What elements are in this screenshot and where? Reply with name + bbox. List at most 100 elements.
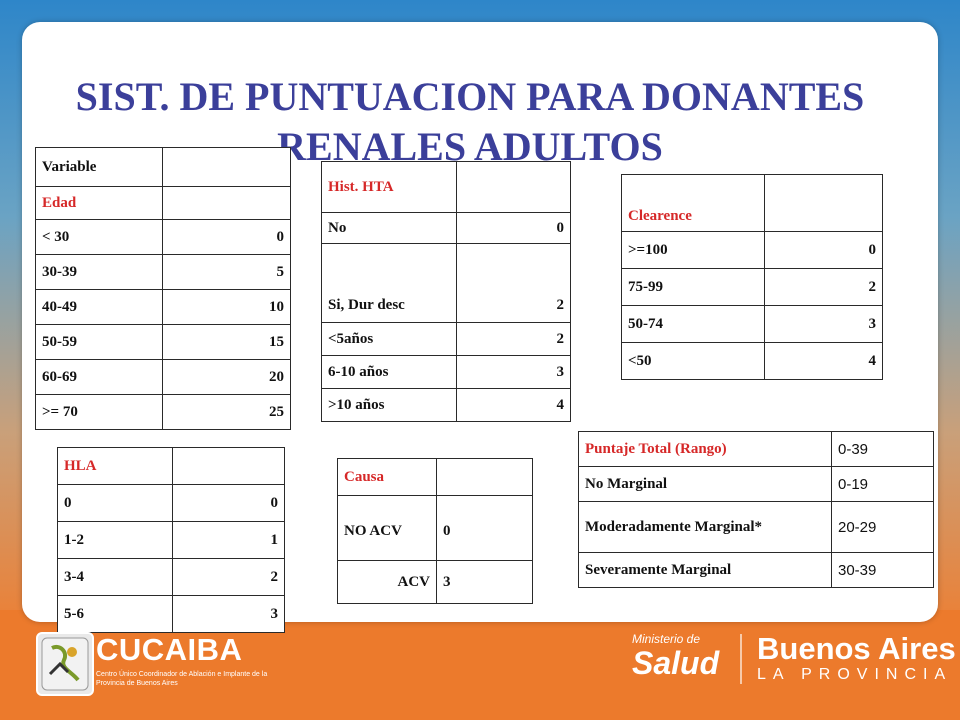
row-value: 2: [456, 322, 571, 356]
table-row: ACV 3: [337, 560, 533, 604]
row-label: < 30: [35, 219, 163, 255]
row-value: 1: [172, 521, 285, 559]
row-label: 3-4: [57, 558, 173, 596]
causa-table: Causa NO ACV 0 ACV 3: [337, 458, 533, 604]
row-label: 0: [57, 484, 173, 522]
ministerio-label: Ministerio de: [632, 632, 701, 646]
buenos-aires-name: Buenos Aires: [757, 631, 956, 666]
edad-header: Variable: [35, 147, 163, 187]
edad-subheader: Edad: [35, 186, 163, 220]
row-label: No Marginal: [578, 466, 832, 502]
row-value: 20: [162, 359, 291, 395]
causa-header-empty: [436, 458, 533, 496]
cucaiba-subtitle: Centro Único Coordinador de Ablación e I…: [96, 671, 268, 687]
row-value: 10: [162, 289, 291, 325]
table-row: >=100 0: [621, 231, 883, 269]
row-label: 30-39: [35, 254, 163, 290]
clearence-table: Clearence >=100 0 75-99 2 50-74 3 <50 4: [621, 174, 883, 380]
edad-header-empty: [162, 147, 291, 187]
cucaiba-emblem-icon: [36, 632, 94, 696]
row-value: 2: [172, 558, 285, 596]
row-label: <50: [621, 342, 765, 380]
causa-header: Causa: [337, 458, 437, 496]
table-row: 3-4 2: [57, 558, 285, 596]
hta-table: Hist. HTA No 0 Si, Dur desc 2 <5años 2 6…: [321, 161, 571, 422]
row-value: 30-39: [831, 552, 934, 588]
table-row: >= 70 25: [35, 394, 291, 430]
row-value: 5: [162, 254, 291, 290]
table-row: No 0: [321, 212, 571, 244]
table-row: NO ACV 0: [337, 495, 533, 561]
table-row: <50 4: [621, 342, 883, 380]
row-label: <5años: [321, 322, 457, 356]
table-row: 5-6 3: [57, 595, 285, 633]
hla-table: HLA 0 0 1-2 1 3-4 2 5-6 3: [57, 447, 285, 633]
la-provincia-label: LA PROVINCIA: [757, 666, 953, 683]
edad-subheader-empty: [162, 186, 291, 220]
row-value: 0: [162, 219, 291, 255]
row-label: 50-74: [621, 305, 765, 343]
row-value: 2: [456, 243, 571, 323]
row-label: 1-2: [57, 521, 173, 559]
row-label: 50-59: [35, 324, 163, 360]
row-label: Severamente Marginal: [578, 552, 832, 588]
row-value: 0: [456, 212, 571, 244]
logo-divider: [740, 634, 742, 684]
hla-header-empty: [172, 447, 285, 485]
clearence-header: Clearence: [621, 174, 765, 232]
ministerio-salud: Salud: [632, 645, 720, 681]
table-row: 60-69 20: [35, 359, 291, 395]
clearence-header-empty: [764, 174, 883, 232]
cucaiba-logo: CUCAIBA Centro Único Coordinador de Abla…: [36, 632, 267, 696]
table-row: 75-99 2: [621, 268, 883, 306]
row-value: 20-29: [831, 501, 934, 553]
table-row: 50-59 15: [35, 324, 291, 360]
row-value: 15: [162, 324, 291, 360]
title-line-1: SIST. DE PUNTUACION PARA DONANTES: [75, 74, 865, 119]
row-label: ACV: [337, 560, 437, 604]
row-label: 60-69: [35, 359, 163, 395]
cucaiba-name: CUCAIBA: [96, 632, 243, 667]
table-row: 50-74 3: [621, 305, 883, 343]
row-label: 40-49: [35, 289, 163, 325]
table-row: <5años 2: [321, 322, 571, 356]
table-row: Severamente Marginal 30-39: [578, 552, 934, 588]
row-value: 3: [172, 595, 285, 633]
row-value: 0: [436, 495, 533, 561]
row-value: 4: [764, 342, 883, 380]
table-row: Si, Dur desc 2: [321, 243, 571, 323]
row-value: 3: [456, 355, 571, 389]
table-row: 0 0: [57, 484, 285, 522]
row-value: 2: [764, 268, 883, 306]
puntaje-table: Puntaje Total (Rango) 0-39 No Marginal 0…: [578, 431, 934, 588]
row-label: 75-99: [621, 268, 765, 306]
row-label: No: [321, 212, 457, 244]
row-value: 25: [162, 394, 291, 430]
row-label: >10 años: [321, 388, 457, 422]
ministerio-logo: Ministerio de Salud: [632, 632, 719, 680]
table-row: Moderadamente Marginal* 20-29: [578, 501, 934, 553]
table-row: 30-39 5: [35, 254, 291, 290]
row-value: 0: [172, 484, 285, 522]
row-label: Moderadamente Marginal*: [578, 501, 832, 553]
buenos-aires-logo: Buenos Aires LA PROVINCIA: [757, 632, 956, 684]
table-row: 1-2 1: [57, 521, 285, 559]
table-row: >10 años 4: [321, 388, 571, 422]
table-row: 40-49 10: [35, 289, 291, 325]
row-value: 4: [456, 388, 571, 422]
row-label: >=100: [621, 231, 765, 269]
edad-table: Variable Edad < 30 0 30-39 5 40-49 10 50…: [35, 147, 291, 430]
table-row: < 30 0: [35, 219, 291, 255]
row-label: >= 70: [35, 394, 163, 430]
row-value: 0-19: [831, 466, 934, 502]
row-label: 6-10 años: [321, 355, 457, 389]
puntaje-header-label: Puntaje Total (Rango): [578, 431, 832, 467]
puntaje-header-value: 0-39: [831, 431, 934, 467]
row-label: NO ACV: [337, 495, 437, 561]
hta-header-empty: [456, 161, 571, 213]
row-value: 0: [764, 231, 883, 269]
row-value: 3: [436, 560, 533, 604]
hta-header: Hist. HTA: [321, 161, 457, 213]
hla-header: HLA: [57, 447, 173, 485]
row-value: 3: [764, 305, 883, 343]
